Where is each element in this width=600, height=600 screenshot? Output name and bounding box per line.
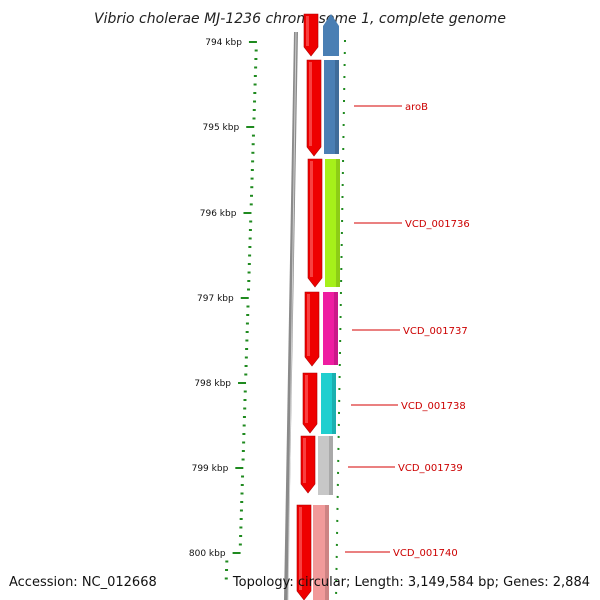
gene-bar xyxy=(325,159,340,287)
cds-shine xyxy=(303,438,306,483)
map-title: Vibrio cholerae MJ-1236 chromosome 1, co… xyxy=(94,11,506,27)
gene-label: VCD_001736 xyxy=(405,219,470,230)
gene-bar-shade xyxy=(334,292,338,365)
summary-text: Topology: circular; Length: 3,149,584 bp… xyxy=(232,575,590,590)
gene-bar xyxy=(313,505,329,600)
gene-label: aroB xyxy=(405,102,428,113)
gene-bar xyxy=(318,436,333,495)
gene-label: VCD_001737 xyxy=(403,326,468,337)
tick-label: 798 kbp xyxy=(194,379,231,389)
gene-bar xyxy=(324,60,339,154)
gene-bar-shade xyxy=(329,436,333,495)
gene-label: VCD_001738 xyxy=(401,401,466,412)
tick-label: 797 kbp xyxy=(197,294,234,304)
accession-text: Accession: NC_012668 xyxy=(9,575,157,590)
gene-label: VCD_001740 xyxy=(393,548,458,559)
tick-label: 795 kbp xyxy=(203,123,240,133)
tick-label: 800 kbp xyxy=(189,549,226,559)
tick-label: 799 kbp xyxy=(192,464,229,474)
cds-shine xyxy=(310,161,313,277)
tick-label: 796 kbp xyxy=(200,209,237,219)
gene-bar xyxy=(323,292,338,365)
tick-label: 794 kbp xyxy=(205,38,242,48)
cds-shine xyxy=(306,16,309,46)
gene-track xyxy=(313,14,346,600)
scale-ticks: 794 kbp 795 kbp 796 kbp 797 kbp 798 kbp 799 k… xyxy=(189,38,258,580)
gene-labels: aroB VCD_001736 VCD_001737 VCD_001738 VCD_00… xyxy=(345,102,470,559)
gene-bar-shade xyxy=(332,373,336,434)
cds-track xyxy=(296,13,323,600)
gene-bar xyxy=(321,373,336,434)
cds-shine xyxy=(309,62,312,146)
gene-bar-shade xyxy=(336,159,340,287)
gene-bar-shade xyxy=(335,60,339,154)
cds-shine xyxy=(299,507,302,590)
cds-shine xyxy=(305,375,308,423)
gene-label: VCD_001739 xyxy=(398,463,463,474)
cds-shine xyxy=(307,294,310,356)
gene-bar-shade xyxy=(325,505,329,600)
gene-arrow xyxy=(323,14,339,56)
backbone-highlight xyxy=(287,31,297,600)
